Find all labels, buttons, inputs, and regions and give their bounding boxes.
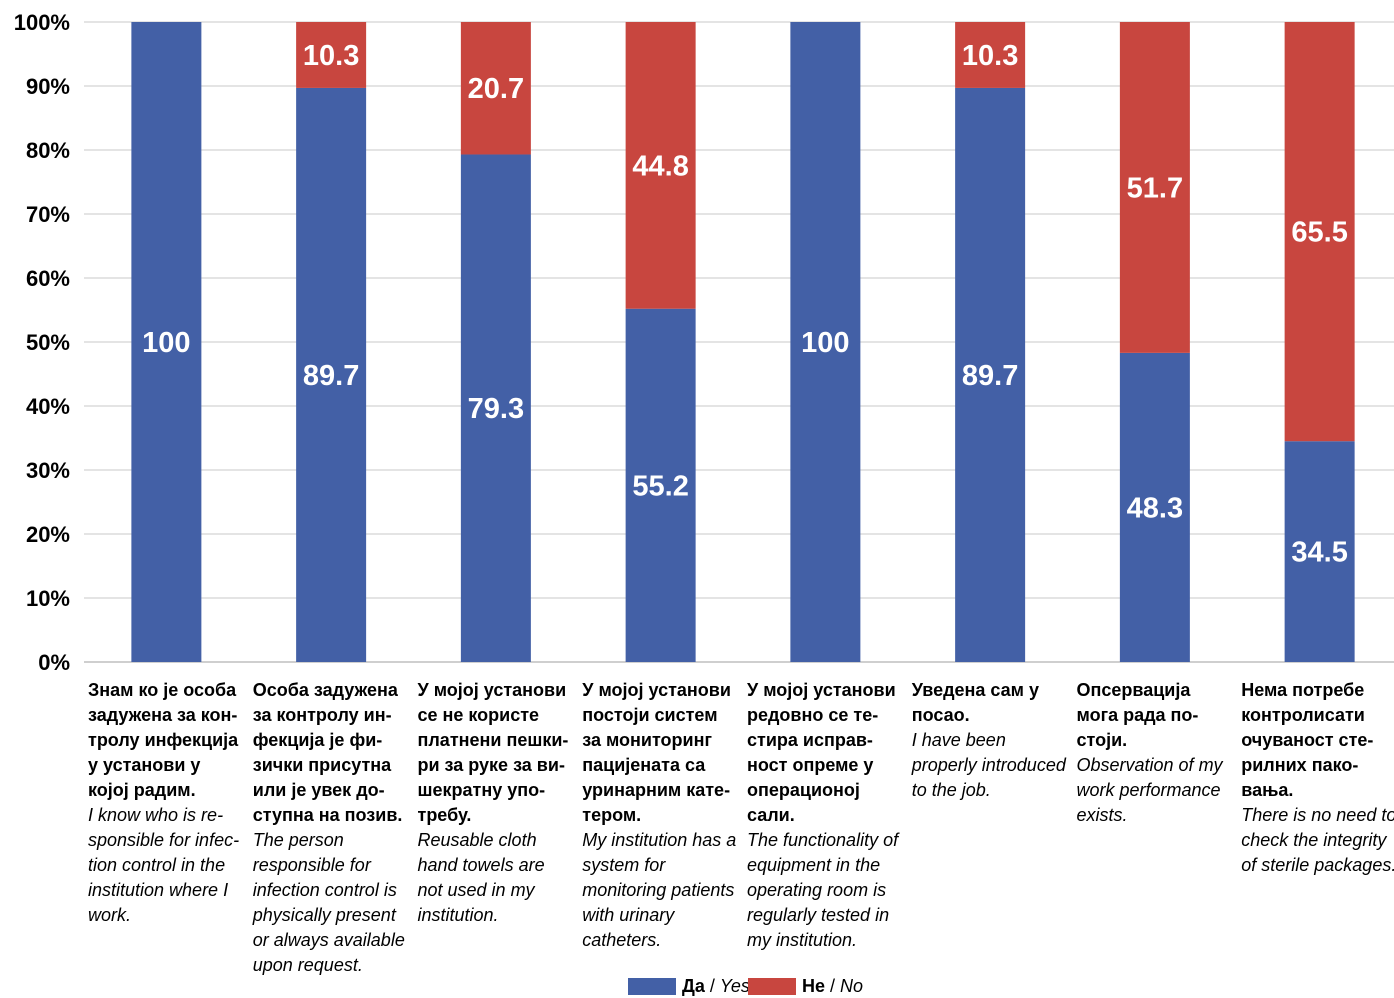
legend-swatch-no (748, 978, 796, 995)
category-label-en: The person responsible for infection con… (252, 830, 405, 975)
bar-no (296, 22, 367, 88)
category-label: Знам ко је особа задужена за кон­тролу и… (88, 678, 244, 928)
y-tick-label: 100% (14, 10, 70, 35)
bar-yes (790, 22, 861, 662)
legend-item-yes: Да / Yes (628, 976, 750, 997)
data-label-yes: 100 (801, 327, 849, 359)
category-label-sr: У мојој установи постоји систем за монит… (582, 680, 731, 825)
data-label-yes: 55.2 (632, 470, 688, 502)
legend-swatch-yes (628, 978, 676, 995)
legend-item-no: Не / No (748, 976, 863, 997)
category-label-en: There is no need to check the integrity … (1241, 805, 1394, 875)
y-tick-label: 10% (26, 586, 70, 611)
category-label-en: I have been properly introduced to the j… (911, 730, 1066, 800)
bar-no (955, 22, 1026, 88)
category-label-en: My institution has a system for monitori… (582, 830, 737, 950)
category-label-en: I know who is re­sponsible for infec­tio… (88, 805, 240, 925)
category-label-sr: Опсервација мога рада по­стоји. (1076, 680, 1199, 750)
category-label-en: Observation of my work performance exist… (1076, 755, 1223, 825)
data-label-no: 20.7 (468, 73, 524, 105)
category-label-sr: Особа задужена за контролу ин­фекција је… (252, 680, 403, 825)
category-label: Опсервација мога рада по­стоји. Observati… (1077, 678, 1233, 828)
y-tick-label: 70% (26, 202, 70, 227)
bar-no (1119, 22, 1190, 353)
legend-label-yes-sr: Да (682, 976, 705, 996)
y-tick-label: 0% (38, 650, 70, 675)
data-label-no: 51.7 (1127, 172, 1183, 204)
legend-label-yes-en: Yes (719, 976, 750, 996)
legend-label-no-sr: Не (802, 976, 826, 996)
y-tick-label: 60% (26, 266, 70, 291)
data-label-no: 10.3 (303, 40, 359, 72)
data-label-yes: 89.7 (962, 360, 1018, 392)
category-label-sr: Нема потребе контролисати очуваност сте­… (1241, 680, 1374, 800)
bar-no (460, 22, 531, 155)
category-label-sr: У мојој установи редовно се те­стира исп… (747, 680, 896, 825)
data-label-no: 44.8 (632, 150, 688, 182)
data-label-yes: 48.3 (1127, 492, 1183, 524)
bar-yes (625, 308, 696, 662)
category-label-sr: Знам ко је особа задужена за кон­тролу и… (88, 680, 239, 800)
y-tick-label: 90% (26, 74, 70, 99)
category-label-en: Reusable cloth hand towels are not used … (417, 830, 545, 925)
y-tick-label: 50% (26, 330, 70, 355)
bar-yes (1119, 352, 1190, 662)
bar-yes (955, 87, 1026, 663)
data-label-yes: 100 (142, 327, 190, 359)
gridlines (84, 21, 1394, 663)
category-label-sr: Уведена сам у посао. (911, 680, 1039, 725)
category-label: Уведена сам у посао. I have been properly… (912, 678, 1068, 803)
legend: Да / Yes Не / No (0, 976, 1394, 998)
stacked-bar-chart: 0% 10% 20% 30% 40% 50% 60% 70% 80% 90% 100% 100 89.… (14, 10, 1394, 675)
y-tick-label: 20% (26, 522, 70, 547)
legend-separator: / (704, 976, 720, 996)
legend-separator: / (825, 976, 841, 996)
category-label: Особа задужена за контролу ин­фекција је… (253, 678, 409, 978)
category-label-sr: У мојој установи се не користе платнени … (417, 680, 569, 825)
data-label-yes: 79.3 (468, 393, 524, 425)
bar-yes (1284, 441, 1355, 662)
bars (131, 22, 1355, 663)
category-label: У мојој установи редовно се те­стира исп… (747, 678, 903, 953)
category-label: Нема потребе контролисати очуваност сте­… (1241, 678, 1394, 878)
data-label-yes: 34.5 (1291, 537, 1347, 569)
bar-no (1284, 22, 1355, 442)
y-tick-label: 40% (26, 394, 70, 419)
bar-yes (460, 154, 531, 663)
data-labels: 100 89.7 10.3 79.3 20.7 55.2 44.8 100 89.7 10.3 48… (142, 40, 1348, 569)
y-tick-label: 30% (26, 458, 70, 483)
category-label-en: The functionality of equipment in the op… (747, 830, 899, 950)
legend-label-no-en: No (840, 976, 864, 996)
data-label-no: 10.3 (962, 40, 1018, 72)
category-label: У мојој установи постоји систем за монит… (582, 678, 738, 953)
data-label-yes: 89.7 (303, 360, 359, 392)
bar-yes (296, 87, 367, 663)
bar-yes (131, 22, 202, 662)
category-label: У мојој установи се не користе платнени … (418, 678, 574, 928)
data-label-no: 65.5 (1291, 217, 1347, 249)
y-axis-ticks: 0% 10% 20% 30% 40% 50% 60% 70% 80% 90% 100% (14, 10, 70, 675)
y-tick-label: 80% (26, 138, 70, 163)
bar-no (625, 22, 696, 309)
